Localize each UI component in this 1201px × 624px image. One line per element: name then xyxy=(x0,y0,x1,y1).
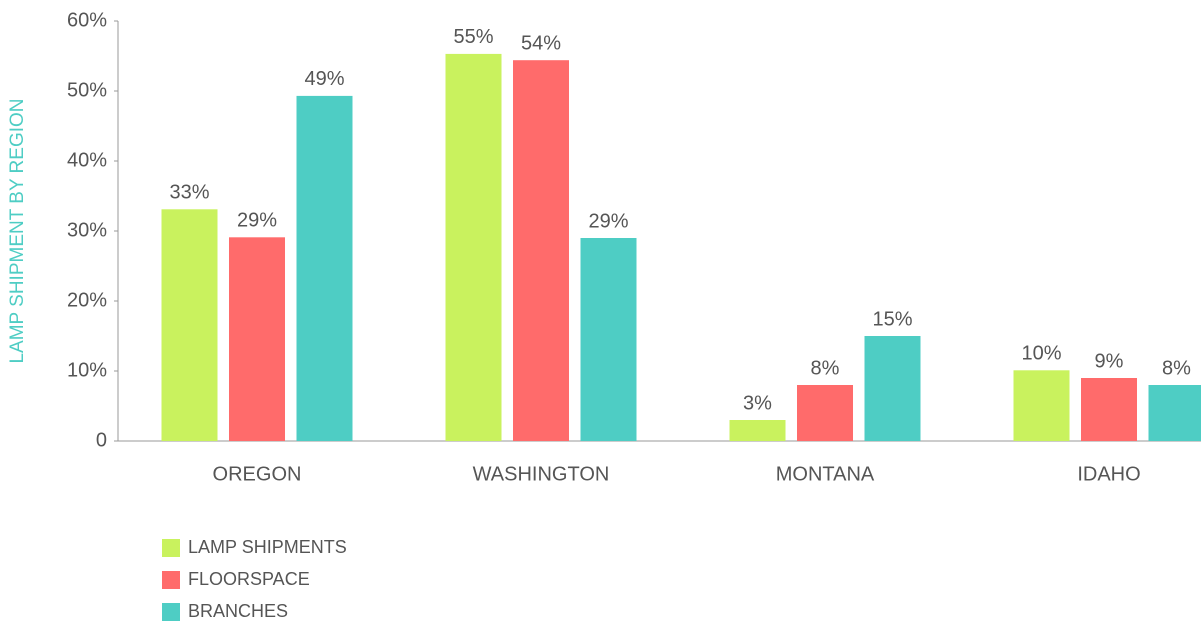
y-tick-label: 30% xyxy=(67,219,107,241)
data-label: 29% xyxy=(588,210,628,232)
y-tick-label: 40% xyxy=(67,149,107,171)
legend-label: LAMP SHIPMENTS xyxy=(188,537,347,557)
data-label: 33% xyxy=(169,182,209,204)
data-label: 3% xyxy=(743,392,772,414)
data-label: 8% xyxy=(1162,357,1191,379)
bar xyxy=(864,336,921,441)
x-tick-label: OREGON xyxy=(213,463,302,485)
y-tick-label: 20% xyxy=(67,289,107,311)
bar xyxy=(1081,378,1137,441)
data-label: 54% xyxy=(521,32,561,54)
bar xyxy=(1013,370,1070,441)
data-label: 15% xyxy=(872,308,912,330)
data-label: 8% xyxy=(811,357,840,379)
data-label: 29% xyxy=(237,210,277,232)
legend-swatch xyxy=(162,539,180,557)
bar xyxy=(161,209,218,441)
legend-swatch xyxy=(162,603,180,621)
data-label: 55% xyxy=(453,26,493,48)
bar xyxy=(296,95,353,442)
bar xyxy=(513,60,569,441)
y-tick-label: 10% xyxy=(67,359,107,381)
y-tick-label: 60% xyxy=(67,9,107,31)
bar xyxy=(797,385,853,441)
y-tick-label: 50% xyxy=(67,79,107,101)
bar xyxy=(229,237,285,441)
bar xyxy=(580,238,637,441)
x-tick-label: WASHINGTON xyxy=(473,463,610,485)
x-tick-label: IDAHO xyxy=(1077,463,1140,485)
y-tick-label: 0 xyxy=(96,429,107,451)
data-label: 10% xyxy=(1021,343,1061,365)
bar xyxy=(1148,385,1201,441)
legend-label: BRANCHES xyxy=(188,601,288,621)
y-axis-label: LAMP SHIPMENT BY REGION xyxy=(7,98,28,363)
data-label: 49% xyxy=(304,68,344,90)
bar xyxy=(729,420,786,441)
legend-label: FLOORSPACE xyxy=(188,569,310,589)
data-label: 9% xyxy=(1095,350,1124,372)
bar xyxy=(445,53,502,442)
legend-swatch xyxy=(162,571,180,589)
x-tick-label: MONTANA xyxy=(776,463,875,485)
